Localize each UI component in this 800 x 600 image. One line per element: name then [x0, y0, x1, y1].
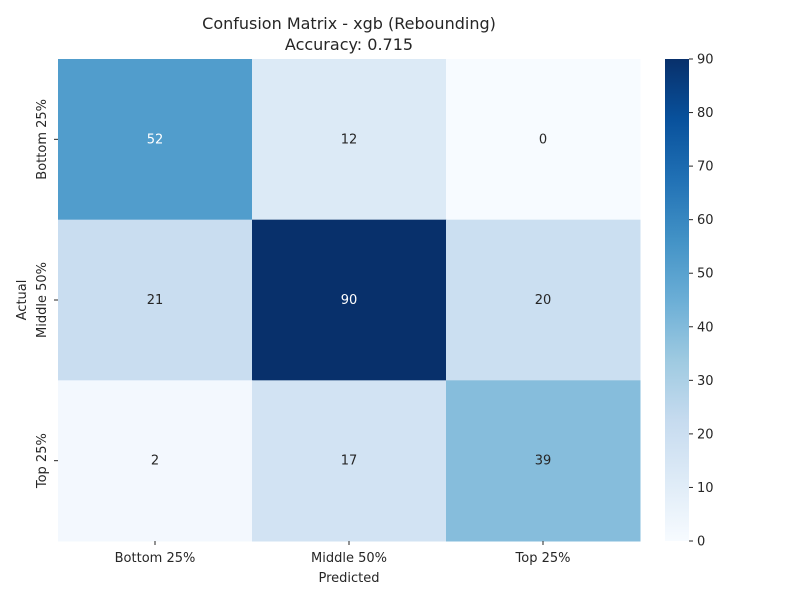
cell-value-label: 20 — [535, 293, 552, 308]
heatmap-cell — [252, 219, 447, 381]
x-axis: Bottom 25% Middle 50% Top 25% — [115, 541, 571, 566]
colorbar-tick-label: 0 — [697, 535, 705, 550]
x-axis-label: Predicted — [318, 571, 379, 586]
cell-value-label: 39 — [535, 454, 552, 469]
colorbar-tick-label: 20 — [697, 427, 714, 442]
y-tick-label: Top 25% — [35, 433, 50, 489]
cell-value-label: 52 — [147, 132, 164, 147]
colorbar — [665, 59, 689, 541]
heatmap-cells — [58, 59, 641, 542]
colorbar-ticks: 0 10 20 30 40 50 60 70 80 90 — [689, 53, 714, 550]
heatmap-cell — [446, 380, 641, 542]
colorbar-tick-label: 40 — [697, 320, 714, 335]
heatmap-cell-labels: 52 12 0 21 90 20 2 17 39 — [147, 132, 552, 468]
x-tick-label: Bottom 25% — [115, 551, 196, 566]
colorbar-tick-label: 60 — [697, 213, 714, 228]
cell-value-label: 12 — [341, 132, 358, 147]
chart-title: Confusion Matrix - xgb (Rebounding) — [202, 14, 496, 33]
heatmap-cell — [58, 380, 253, 542]
y-axis: Bottom 25% Middle 50% Top 25% — [35, 99, 58, 489]
colorbar-tick-label: 70 — [697, 160, 714, 175]
colorbar-tick-label: 30 — [697, 374, 714, 389]
cell-value-label: 17 — [341, 454, 358, 469]
heatmap-cell — [58, 59, 253, 221]
cell-value-label: 0 — [539, 132, 547, 147]
colorbar-tick-label: 10 — [697, 481, 714, 496]
x-tick-label: Top 25% — [515, 551, 571, 566]
heatmap-cell — [446, 219, 641, 381]
cell-value-label: 2 — [151, 454, 159, 469]
heatmap-cell — [252, 380, 447, 542]
cell-value-label: 90 — [341, 293, 358, 308]
chart-subtitle: Accuracy: 0.715 — [285, 35, 413, 54]
heatmap-cell — [58, 219, 253, 381]
y-tick-label: Middle 50% — [35, 262, 50, 338]
x-tick-label: Middle 50% — [311, 551, 387, 566]
y-tick-label: Bottom 25% — [35, 99, 50, 180]
colorbar-tick-label: 90 — [697, 53, 714, 68]
heatmap-cell — [252, 59, 447, 221]
colorbar-tick-label: 80 — [697, 106, 714, 121]
cell-value-label: 21 — [147, 293, 164, 308]
heatmap-cell — [446, 59, 641, 221]
y-axis-label: Actual — [15, 280, 30, 321]
colorbar-tick-label: 50 — [697, 267, 714, 282]
